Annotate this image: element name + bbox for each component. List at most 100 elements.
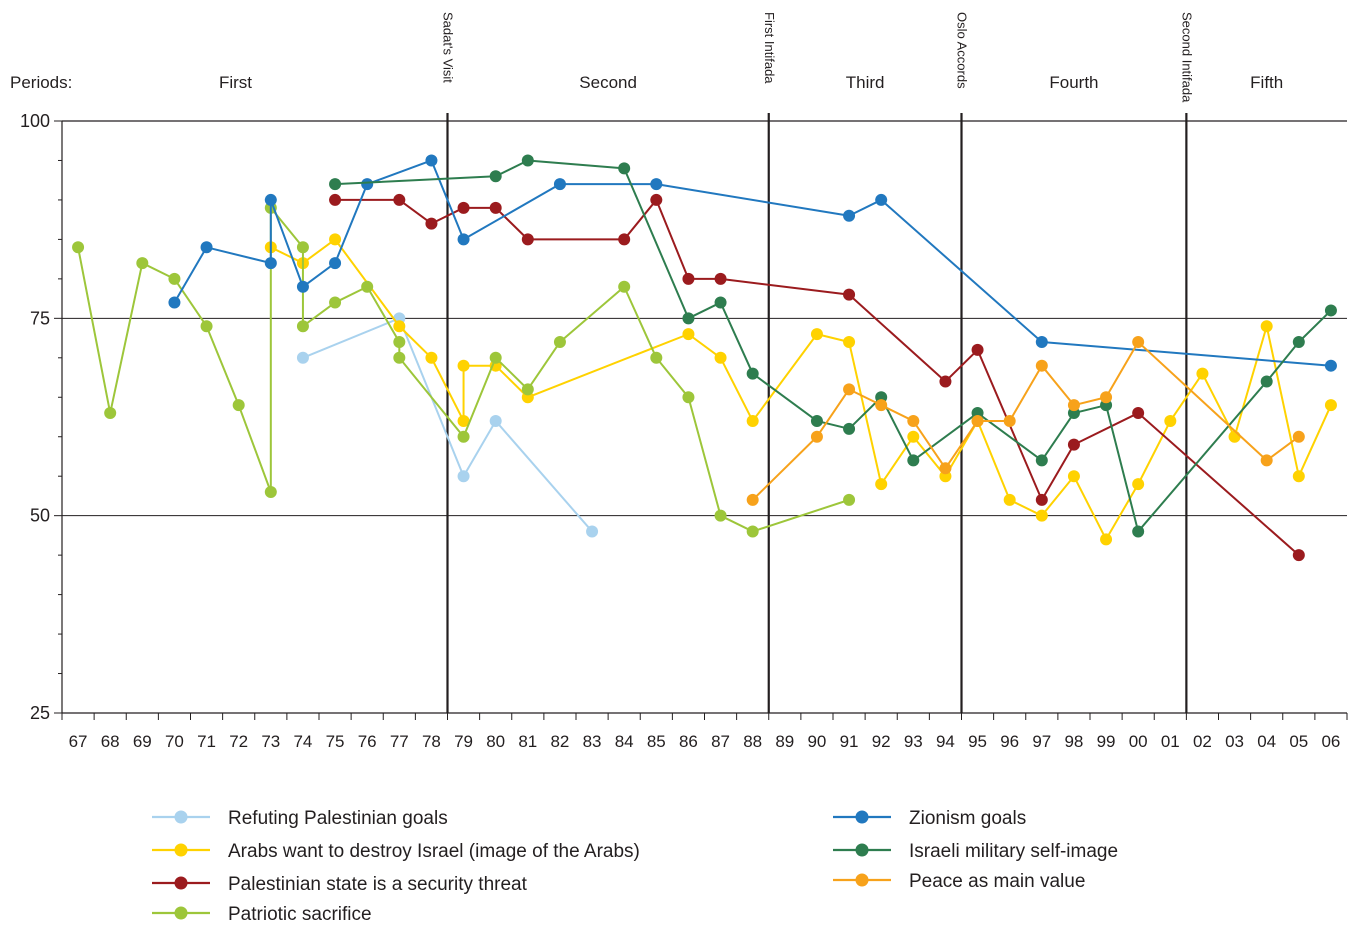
data-point <box>1132 336 1145 349</box>
x-tick-label: 76 <box>358 732 377 751</box>
data-point <box>843 493 856 506</box>
x-tick-label: 86 <box>679 732 698 751</box>
data-point <box>168 272 181 285</box>
periods-caption: Periods: <box>10 73 72 92</box>
x-tick-label: 70 <box>165 732 184 751</box>
x-tick-label: 84 <box>615 732 634 751</box>
x-tick-label: 92 <box>872 732 891 751</box>
data-point <box>457 470 470 483</box>
data-point <box>1228 430 1241 443</box>
data-point <box>200 320 213 333</box>
x-tick-label: 95 <box>968 732 987 751</box>
data-point <box>329 233 342 246</box>
x-tick-label: 90 <box>807 732 826 751</box>
data-point <box>553 178 566 191</box>
x-tick-label: 02 <box>1193 732 1212 751</box>
x-tick-label: 78 <box>422 732 441 751</box>
x-tick-label: 99 <box>1097 732 1116 751</box>
data-point <box>232 399 245 412</box>
data-point <box>682 312 695 325</box>
x-tick-label: 68 <box>101 732 120 751</box>
data-point <box>810 430 823 443</box>
data-point <box>393 351 406 364</box>
data-point <box>1067 438 1080 451</box>
legend-swatch-marker <box>174 810 188 824</box>
data-point <box>586 525 599 538</box>
data-point <box>746 414 759 427</box>
data-point <box>457 233 470 246</box>
series-2 <box>329 193 1305 562</box>
data-point <box>296 320 309 333</box>
data-point <box>264 257 277 270</box>
data-point <box>1292 430 1305 443</box>
legend-item: Palestinian state is a security threat <box>152 874 528 895</box>
data-point <box>521 233 534 246</box>
x-tick-label: 80 <box>486 732 505 751</box>
data-point <box>650 351 663 364</box>
labels: 25 50 75 100 67 68 69 70 71 72 73 74 75 76 77 78 79 80 81 8… <box>10 12 1340 751</box>
data-point <box>457 359 470 372</box>
data-point <box>1035 493 1048 506</box>
data-point <box>907 414 920 427</box>
data-point <box>714 351 727 364</box>
x-tick-label: 82 <box>550 732 569 751</box>
data-point <box>1292 336 1305 349</box>
x-tick-label: 72 <box>229 732 248 751</box>
legend-label: Patriotic sacrifice <box>228 904 372 925</box>
x-tick-label: 77 <box>390 732 409 751</box>
y-tick-label: 50 <box>30 506 50 526</box>
data-point <box>361 178 374 191</box>
legend-item: Peace as main value <box>833 871 1085 892</box>
series-line <box>335 159 1332 533</box>
data-point <box>1164 414 1177 427</box>
x-tick-label: 96 <box>1000 732 1019 751</box>
data-point <box>1260 375 1273 388</box>
data-point <box>650 193 663 206</box>
data-point <box>1324 359 1337 372</box>
x-tick-label: 91 <box>840 732 859 751</box>
data-point <box>843 288 856 301</box>
series-4 <box>168 154 1337 372</box>
y-tick-label: 100 <box>20 111 50 131</box>
legend-label: Israeli military self-image <box>909 841 1118 862</box>
data-point <box>682 328 695 341</box>
data-point <box>1035 336 1048 349</box>
data-point <box>907 430 920 443</box>
data-point <box>329 178 342 191</box>
data-point <box>489 414 502 427</box>
data-point <box>393 320 406 333</box>
data-point <box>1003 493 1016 506</box>
x-tick-label: 79 <box>454 732 473 751</box>
data-point <box>1260 454 1273 467</box>
data-point <box>682 391 695 404</box>
y-tick-label: 25 <box>30 703 50 723</box>
data-point <box>296 241 309 254</box>
period-label: Third <box>846 73 885 92</box>
data-point <box>1067 470 1080 483</box>
data-point <box>1132 525 1145 538</box>
data-point <box>457 201 470 214</box>
event-label: Second Intifada <box>1179 12 1194 103</box>
period-label: Fifth <box>1250 73 1283 92</box>
data-point <box>810 328 823 341</box>
data-point <box>810 414 823 427</box>
data-point <box>457 430 470 443</box>
event-label: First Intifada <box>762 12 777 84</box>
data-point <box>618 233 631 246</box>
series-layer <box>72 154 1337 562</box>
data-point <box>971 343 984 356</box>
event-label: Sadat's Visit <box>441 12 456 83</box>
data-point <box>746 493 759 506</box>
axes <box>54 120 1348 720</box>
legend-item: Zionism goals <box>833 808 1026 829</box>
data-point <box>489 201 502 214</box>
series-line <box>270 238 1332 541</box>
legend-label: Refuting Palestinian goals <box>228 808 448 829</box>
data-point <box>264 485 277 498</box>
data-point <box>1035 509 1048 522</box>
legend-label: Arabs want to destroy Israel (image of t… <box>228 841 640 862</box>
data-point <box>907 454 920 467</box>
data-point <box>393 193 406 206</box>
y-tick-label: 75 <box>30 308 50 328</box>
